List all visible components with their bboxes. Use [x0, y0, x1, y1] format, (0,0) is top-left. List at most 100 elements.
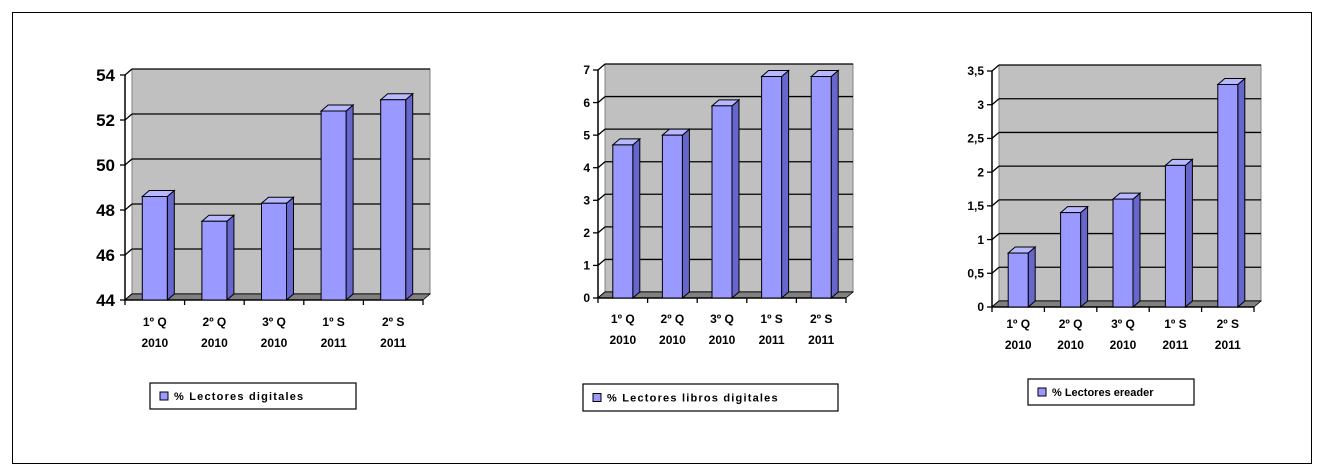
- x-tick-label: 2011: [1162, 338, 1188, 352]
- bar-front: [1112, 198, 1134, 308]
- bar: [710, 98, 741, 300]
- gridline-side: [991, 98, 1000, 106]
- legend-swatch: [159, 391, 169, 401]
- x-tick-label: 2010: [1110, 338, 1137, 352]
- y-tick-label: 0: [583, 291, 590, 305]
- legend-swatch: [1037, 387, 1047, 397]
- y-tick-label: 0,5: [967, 266, 984, 280]
- bar-side: [681, 128, 690, 300]
- legend-box: [149, 382, 357, 410]
- bar-side: [632, 137, 641, 300]
- gridline-side: [597, 63, 606, 71]
- x-tick-label: 1º S: [1164, 317, 1186, 331]
- x-tick-label: 2010: [1005, 338, 1032, 352]
- gridline-side: [991, 131, 1000, 139]
- x-tick-label: 2010: [609, 333, 636, 347]
- x-tick-label: 2º Q: [203, 315, 227, 329]
- bar-front: [1217, 83, 1239, 308]
- x-tick-label: 3º Q: [710, 312, 734, 326]
- bar: [760, 69, 790, 300]
- gridline-side: [597, 96, 606, 104]
- bar: [809, 69, 840, 300]
- y-tick-label: 3: [977, 98, 984, 112]
- bar: [661, 128, 691, 300]
- x-tick-label: 1º Q: [143, 315, 167, 329]
- gridline-side: [597, 258, 606, 266]
- y-tick-label: 50: [96, 156, 115, 175]
- y-tick-label: 2,5: [967, 132, 984, 146]
- legend: % Lectores libros digitales: [582, 383, 839, 412]
- y-tick-label: 6: [583, 96, 590, 110]
- y-tick-label: 44: [96, 291, 115, 310]
- gridline-side: [124, 248, 133, 256]
- chart-1: 44 46 48 50 52 54 1º Q 2010 2º Q 2010 3º Q 2010 1º S…: [96, 66, 432, 410]
- legend-swatch: [592, 393, 602, 402]
- y-tick-label: 1: [583, 259, 590, 273]
- bar-front: [1164, 164, 1186, 308]
- gridline-side: [991, 64, 1000, 72]
- x-tick-label: 2º Q: [1059, 317, 1083, 331]
- x-tick-label: 2010: [261, 336, 288, 350]
- x-tick-label: 1º S: [760, 312, 782, 326]
- bar-front: [201, 220, 228, 301]
- gridline-side: [991, 266, 1000, 274]
- x-tick-label: 2011: [321, 336, 347, 350]
- bar-front: [261, 202, 287, 301]
- bar: [319, 103, 355, 302]
- bar-side: [1132, 192, 1141, 309]
- y-tick-label: 0: [977, 300, 984, 314]
- x-tick-label: 2º S: [810, 312, 832, 326]
- bar-front: [1060, 212, 1082, 308]
- y-tick-label: 52: [96, 111, 115, 130]
- chart-3: 0 0,5 1 1,5 2 2,5 3 3,5 1º Q 2010 2º Q 2010 3º Q 2010…: [967, 64, 1263, 406]
- bar-front: [761, 76, 783, 299]
- bar-side: [226, 214, 235, 302]
- bar: [140, 189, 176, 302]
- bar-side: [166, 189, 175, 302]
- bar-front: [661, 134, 683, 299]
- bar: [260, 196, 295, 302]
- bar-front: [320, 110, 347, 301]
- y-tick-label: 5: [583, 128, 590, 142]
- bar-front: [612, 144, 634, 299]
- x-tick-label: 1º Q: [611, 312, 635, 326]
- gridline-side: [597, 128, 606, 136]
- x-tick-label: 3º Q: [262, 315, 286, 329]
- gridline-side: [991, 199, 1000, 207]
- y-tick-label: 2: [977, 165, 984, 179]
- gridline-side: [124, 158, 133, 166]
- legend-label: % Lectores digitales: [174, 391, 304, 403]
- bar-side: [1184, 158, 1193, 309]
- bar: [1006, 245, 1037, 309]
- y-tick-label: 3: [583, 193, 590, 207]
- bar: [200, 214, 236, 302]
- bar-front: [711, 105, 733, 299]
- gridline-side: [124, 113, 133, 121]
- x-tick-label: 2010: [141, 336, 168, 350]
- bar-front: [810, 76, 832, 299]
- chart-2: 0 1 2 3 4 5 6 7 1º Q 2010 2º Q 2010 3º Q 2010 1º S 2011…: [582, 63, 855, 412]
- gridline-side: [991, 233, 1000, 241]
- x-tick-label: 2011: [1215, 338, 1241, 352]
- gridline-side: [597, 161, 606, 169]
- bar: [1111, 192, 1142, 309]
- x-tick-label: 2010: [201, 336, 228, 350]
- bar-front: [380, 99, 407, 301]
- bar: [1164, 158, 1194, 309]
- x-tick-label: 1º S: [322, 315, 344, 329]
- y-tick-label: 1: [977, 233, 984, 247]
- legend: % Lectores digitales: [149, 382, 357, 410]
- bar: [379, 92, 415, 302]
- gridline-side: [597, 193, 606, 201]
- gridline-side: [597, 226, 606, 234]
- bar: [1216, 77, 1247, 309]
- bar-side: [731, 98, 740, 300]
- bar-side: [286, 196, 294, 302]
- x-tick-label: 2º S: [382, 315, 404, 329]
- x-tick-label: 2011: [380, 336, 406, 350]
- y-tick-label: 2: [583, 226, 590, 240]
- gridline-side: [124, 68, 133, 76]
- x-tick-label: 1º Q: [1006, 317, 1030, 331]
- x-tick-label: 2011: [808, 333, 834, 347]
